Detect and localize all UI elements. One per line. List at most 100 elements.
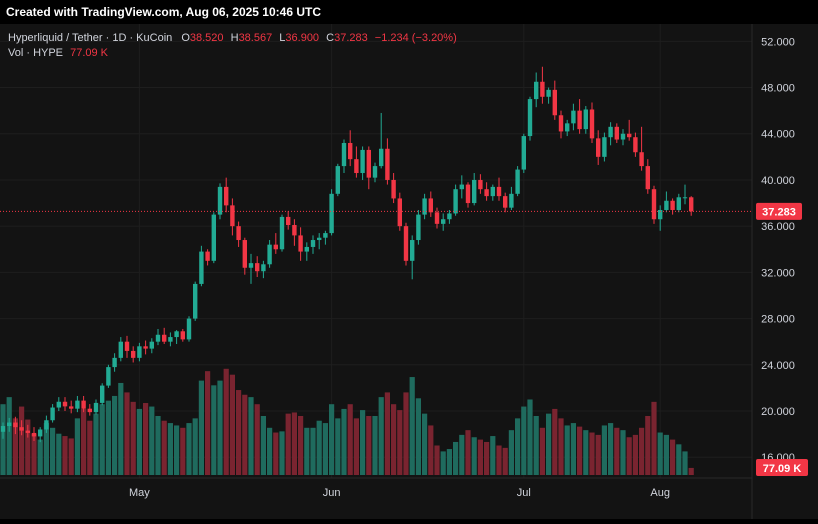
- candle-111: [689, 196, 694, 216]
- candle-10: [62, 397, 68, 411]
- volume-bar-48: [298, 416, 304, 475]
- volume-bar-97: [601, 425, 607, 475]
- volume-bar-12: [74, 418, 80, 475]
- volume-bar-93: [577, 426, 583, 475]
- candle-23: [143, 340, 148, 355]
- price-chart-svg[interactable]: 52.000 48.000 44.000 40.000 36.000 32.000 28.0…: [0, 24, 818, 519]
- volume-bar-76: [471, 437, 477, 475]
- volume-bar-24: [149, 406, 155, 475]
- volume-bar-21: [130, 401, 136, 475]
- candle-70: [434, 207, 440, 229]
- volume-bar-82: [508, 430, 514, 475]
- candle-19: [118, 337, 123, 362]
- volume-bar-68: [422, 413, 428, 475]
- legend: Hyperliquid / Tether · 1D · KuCoin O38.5…: [8, 31, 457, 61]
- candle-105: [651, 185, 657, 224]
- volume-bar-91: [564, 425, 570, 475]
- time-tick-1: Jun: [323, 487, 341, 499]
- candle-93: [577, 99, 582, 134]
- candle-43: [267, 240, 272, 268]
- volume-bar-72: [446, 449, 452, 475]
- volume-bar-86: [533, 416, 539, 475]
- volume-bar-9: [56, 433, 62, 475]
- candle-37: [230, 198, 235, 236]
- volume-bar-107: [663, 434, 669, 475]
- volume-bar-77: [477, 439, 483, 475]
- time-tick-2: Jul: [517, 487, 531, 499]
- price-axis-labels: 52.000 48.000 44.000 40.000 36.000 32.000 28.0…: [761, 36, 795, 464]
- candle-100: [620, 129, 626, 146]
- candle-61: [379, 112, 384, 169]
- candle-91: [565, 119, 570, 137]
- volume-bar-34: [211, 385, 217, 475]
- candle-33: [205, 249, 210, 266]
- candle-20: [124, 335, 130, 358]
- time-tick-3: Aug: [650, 487, 670, 499]
- volume-bar-62: [384, 392, 390, 475]
- legend-volume-row: Vol · HYPE 77.09 K: [8, 46, 457, 61]
- volume-bar-53: [329, 404, 335, 475]
- candle-53: [329, 189, 334, 236]
- candle-74: [459, 175, 464, 199]
- candle-54: [335, 163, 340, 197]
- volume-bar-61: [378, 397, 384, 475]
- candle-89: [552, 80, 557, 120]
- created-caption: Created with TradingView.com, Aug 06, 20…: [6, 5, 321, 19]
- candle-96: [596, 130, 601, 165]
- volume-bar-66: [409, 377, 415, 475]
- volume-bar-71: [440, 451, 446, 475]
- price-tick-0: 52.000: [761, 36, 795, 48]
- candle-50: [310, 235, 316, 254]
- volume-bar-74: [459, 434, 465, 475]
- candle-101: [627, 119, 632, 141]
- volume-bar-54: [335, 418, 341, 475]
- volume-bar-50: [310, 427, 316, 475]
- candles: [0, 66, 694, 443]
- volume-bar-73: [453, 441, 459, 475]
- candle-69: [428, 191, 433, 217]
- candle-16: [100, 383, 105, 406]
- volume-bar-111: [688, 467, 694, 475]
- volume-bar-28: [174, 425, 180, 475]
- candle-9: [56, 397, 61, 411]
- volume-bar-42: [260, 416, 266, 475]
- open-label: O: [181, 32, 190, 44]
- volume-bar-31: [192, 418, 198, 475]
- candle-22: [137, 342, 142, 362]
- volume-bar-35: [217, 380, 223, 475]
- symbol-label: Hyperliquid / Tether · 1D · KuCoin: [8, 32, 173, 44]
- volume-bar-49: [304, 427, 310, 475]
- volume-bar-102: [632, 434, 638, 475]
- volume-bar-17: [105, 400, 111, 475]
- candle-56: [348, 130, 353, 167]
- candle-79: [490, 184, 495, 201]
- open-value: 38.520: [189, 32, 224, 44]
- volume-bar-78: [484, 441, 490, 475]
- volume-bar-67: [415, 398, 421, 475]
- candle-13: [81, 395, 86, 413]
- candle-57: [354, 146, 359, 178]
- volume-bar-90: [558, 418, 564, 475]
- volume-bar-110: [682, 451, 688, 475]
- volume-bar-105: [651, 401, 657, 475]
- candle-90: [558, 110, 564, 139]
- candle-46: [286, 211, 291, 230]
- candle-82: [509, 186, 514, 210]
- volume-bar-32: [198, 380, 204, 475]
- candle-31: [193, 281, 198, 321]
- candle-52: [323, 230, 328, 245]
- volume-bar-99: [614, 427, 620, 475]
- grid-lines: [0, 24, 752, 478]
- candle-78: [484, 182, 489, 201]
- candle-12: [75, 395, 80, 413]
- price-tick-2: 44.000: [761, 129, 795, 141]
- volume-bar-103: [639, 427, 645, 475]
- candle-5: [31, 427, 37, 442]
- volume-bar-94: [583, 430, 589, 475]
- chart-area[interactable]: 52.000 48.000 44.000 40.000 36.000 32.000 28.0…: [0, 24, 818, 519]
- candle-38: [236, 221, 241, 247]
- last-volume-badge: 77.09 K: [756, 459, 808, 476]
- candle-71: [441, 213, 446, 231]
- volume-bar-23: [143, 403, 149, 475]
